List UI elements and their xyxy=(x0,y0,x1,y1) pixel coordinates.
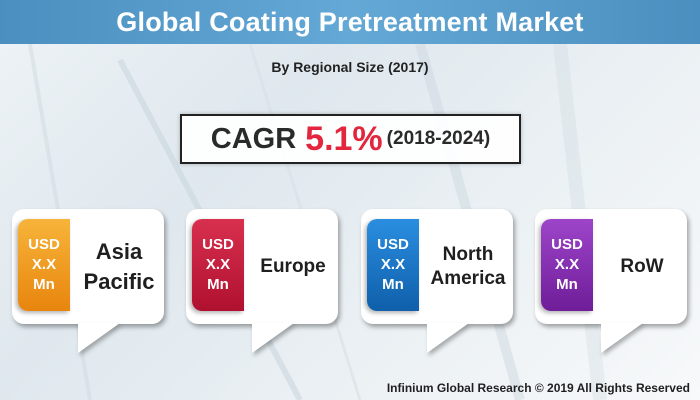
cagr-period: (2018-2024) xyxy=(386,128,491,149)
region-name: Europe xyxy=(260,255,326,277)
cagr-label: CAGR xyxy=(210,122,297,155)
callout-pointer xyxy=(601,323,643,353)
callout-pointer xyxy=(252,323,294,353)
copyright-footer: Infinium Global Research © 2019 All Righ… xyxy=(386,381,690,395)
page-title: Global Coating Pretreatment Market xyxy=(116,6,584,37)
unit-label: Mn xyxy=(33,276,55,293)
currency-label: USD xyxy=(377,236,409,253)
cagr-value: 5.1% xyxy=(305,119,383,158)
subtitle: By Regional Size (2017) xyxy=(271,59,429,75)
title-bar: Global Coating Pretreatment Market xyxy=(0,0,700,44)
unit-label: Mn xyxy=(556,276,578,293)
region-name: Asia Pacific xyxy=(83,238,155,294)
currency-label: USD xyxy=(551,236,583,253)
currency-label: USD xyxy=(202,236,234,253)
unit-label: Mn xyxy=(207,276,229,293)
value-tab: USD X.X Mn xyxy=(541,219,593,311)
cagr-box: CAGR 5.1% (2018-2024) xyxy=(180,114,521,164)
value-label: X.X xyxy=(554,256,580,273)
callout-pointer xyxy=(427,323,469,353)
region-name: RoW xyxy=(620,255,664,277)
value-label: X.X xyxy=(31,256,57,273)
unit-label: Mn xyxy=(382,276,404,293)
value-label: X.X xyxy=(380,256,406,273)
callout-pointer xyxy=(78,323,120,353)
region-name: North America xyxy=(430,243,506,289)
value-tab: USD X.X Mn xyxy=(18,219,70,311)
currency-label: USD xyxy=(28,236,60,253)
value-label: X.X xyxy=(205,256,231,273)
value-tab: USD X.X Mn xyxy=(367,219,419,311)
value-tab: USD X.X Mn xyxy=(192,219,244,311)
